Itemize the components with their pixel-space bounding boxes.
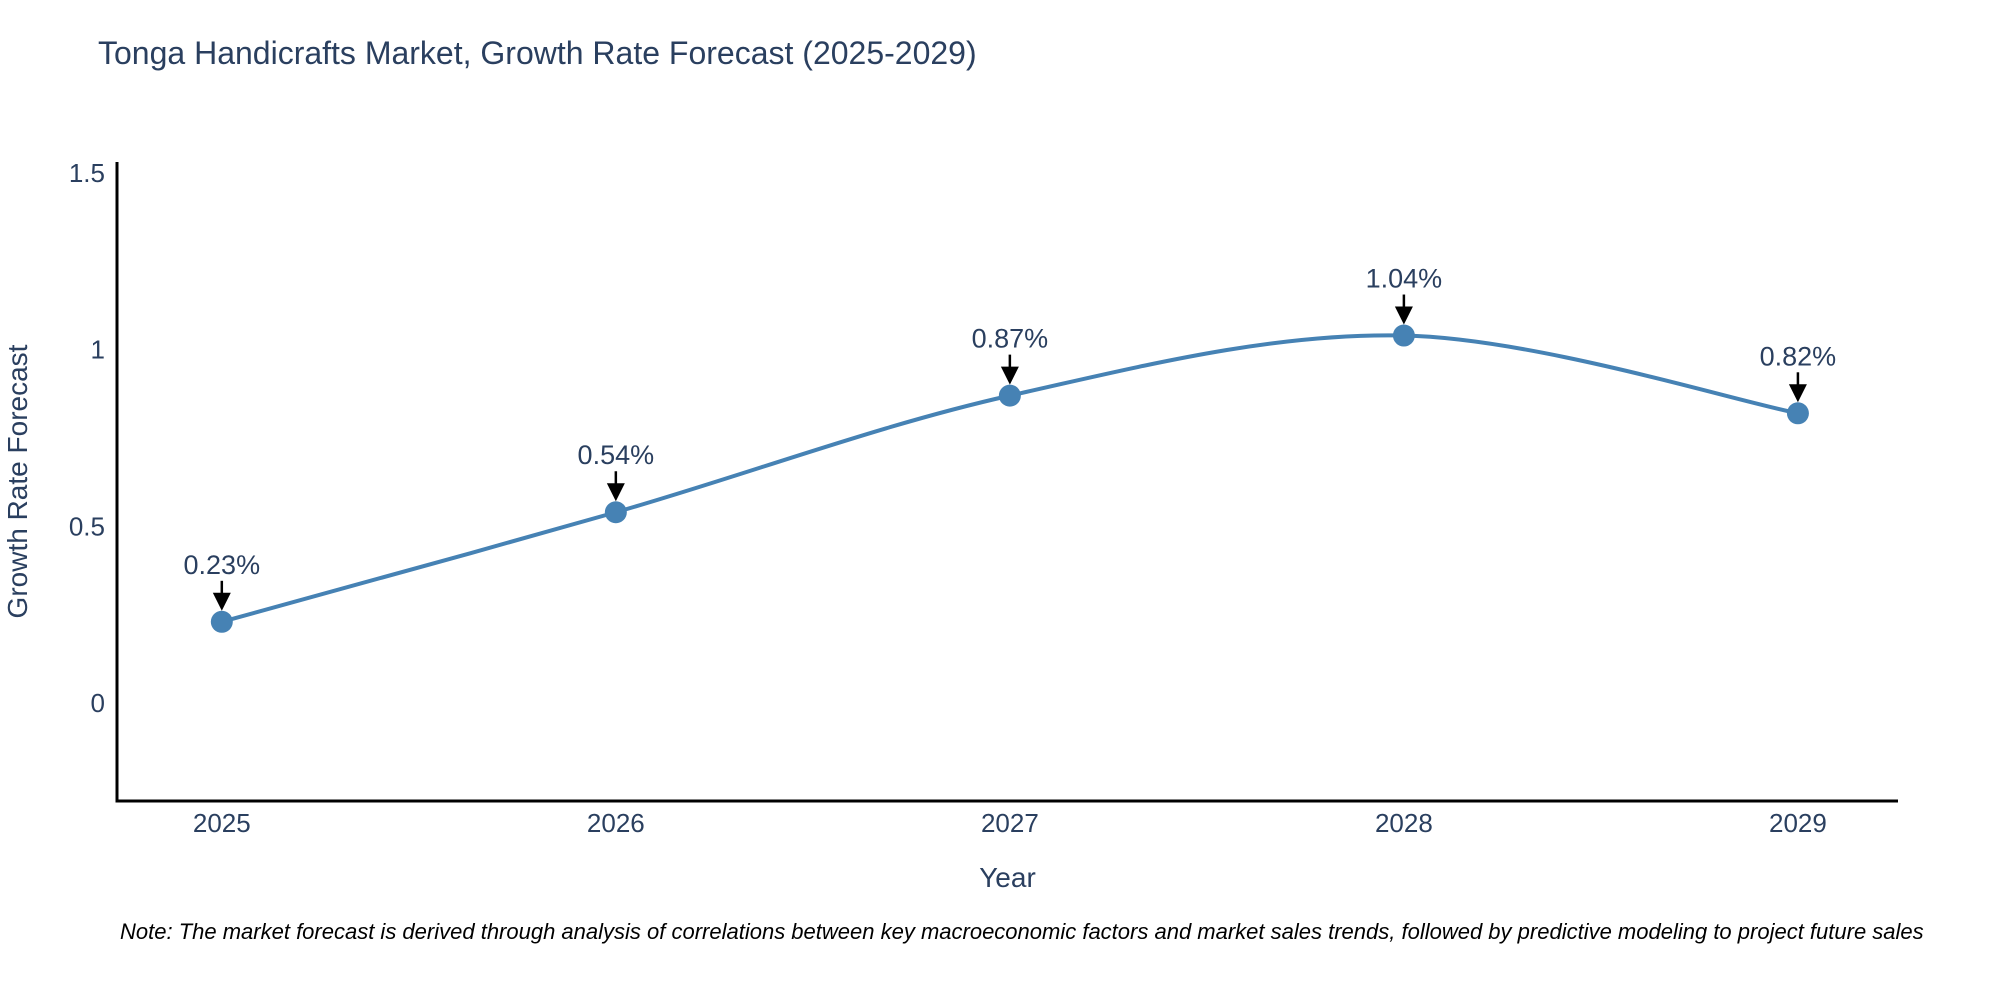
- annotation-label: 0.23%: [184, 550, 261, 580]
- annotation-label: 0.82%: [1760, 341, 1837, 371]
- y-tick-label: 1: [91, 335, 105, 365]
- y-tick-label: 0.5: [69, 511, 105, 541]
- annotation-arrowhead: [1000, 366, 1019, 385]
- data-point-marker[interactable]: [1786, 402, 1809, 425]
- annotation-arrowhead: [606, 483, 625, 502]
- x-tick-label: 2029: [1769, 808, 1827, 838]
- x-axis-title: Year: [979, 862, 1036, 893]
- x-tick-label: 2026: [587, 808, 645, 838]
- x-tick-label: 2025: [193, 808, 251, 838]
- x-tick-label: 2028: [1375, 808, 1433, 838]
- y-tick-label: 0: [91, 688, 105, 718]
- footnote: Note: The market forecast is derived thr…: [120, 919, 1924, 944]
- annotation-arrowhead: [1394, 306, 1413, 325]
- annotation-arrowhead: [1788, 384, 1807, 403]
- chart-title: Tonga Handicrafts Market, Growth Rate Fo…: [98, 35, 977, 71]
- annotation-label: 0.54%: [578, 440, 655, 470]
- y-axis-title: Growth Rate Forecast: [2, 344, 33, 618]
- data-point-marker[interactable]: [998, 384, 1021, 407]
- axis-lines: [115, 162, 1898, 803]
- y-tick-label: 1.5: [69, 158, 105, 188]
- annotation-label: 1.04%: [1366, 264, 1443, 294]
- x-tick-label: 2027: [981, 808, 1039, 838]
- annotation-arrowhead: [212, 592, 231, 611]
- annotation-label: 0.87%: [972, 324, 1049, 354]
- data-point-marker[interactable]: [1392, 324, 1415, 347]
- data-point-marker[interactable]: [210, 610, 233, 633]
- data-point-marker[interactable]: [604, 501, 627, 524]
